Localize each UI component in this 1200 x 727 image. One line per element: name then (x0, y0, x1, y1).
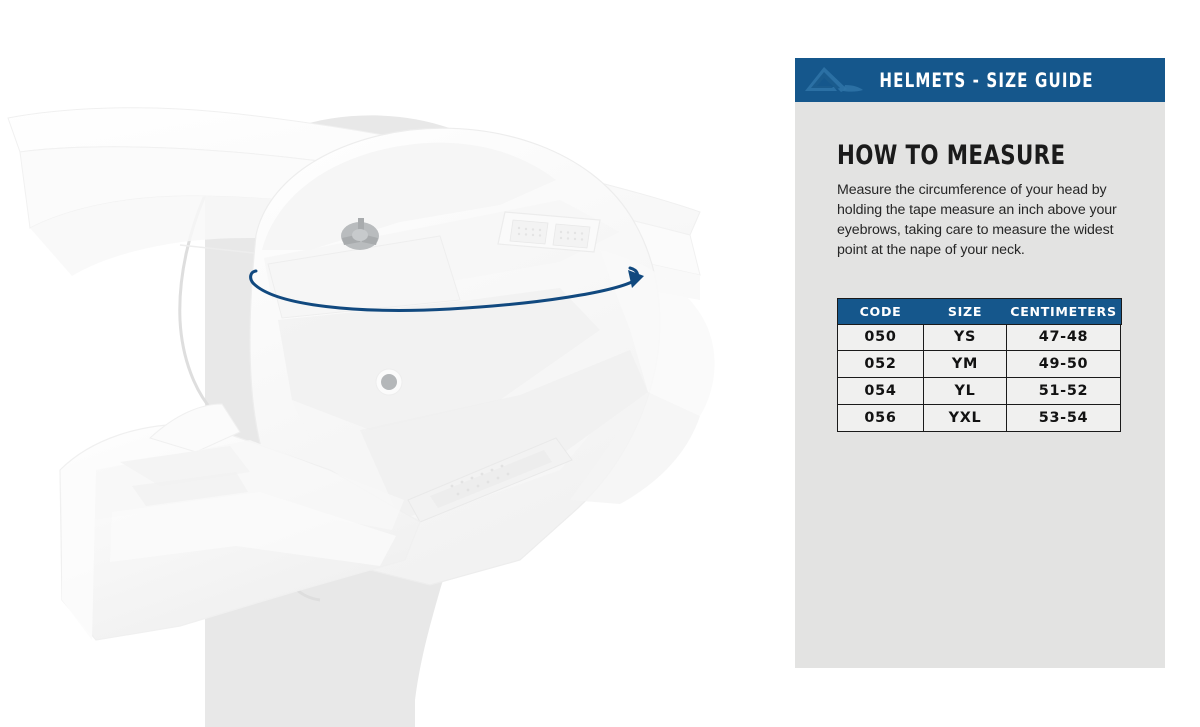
cell-size: YXL (923, 404, 1007, 432)
column-header-centimeters: CENTIMETERS (1006, 298, 1121, 324)
cell-code: 050 (837, 323, 924, 351)
chin-vent-mesh-icon (407, 437, 573, 523)
table-row: 056 YXL 53-54 (837, 404, 1121, 432)
size-table-head: CODE SIZE CENTIMETERS (836, 297, 1122, 325)
three-prong-visor-screw-icon (341, 218, 379, 250)
head-circumference-arrow-icon (249, 266, 644, 312)
how-to-measure-paragraph: Measure the circumference of your head b… (837, 182, 1117, 259)
panel-header: HELMETS - SIZE GUIDE (795, 58, 1165, 102)
cell-centimeters: 53-54 (1006, 404, 1121, 432)
cell-centimeters: 49-50 (1006, 350, 1121, 378)
acerbis-triangle-logo-icon (805, 67, 863, 92)
panel-title: HELMETS - SIZE GUIDE (879, 68, 1095, 92)
cell-code: 054 (837, 377, 924, 405)
size-guide-panel: HELMETS - SIZE GUIDE HOW TO MEASURE Meas… (795, 58, 1165, 668)
size-table-wrapper: CODE SIZE CENTIMETERS 050 YS 47-48 052 Y… (836, 297, 1122, 432)
panel-body: HOW TO MEASURE Measure the circumference… (837, 142, 1133, 261)
cell-size: YM (923, 350, 1007, 378)
helmet-chin-bar (59, 403, 421, 641)
how-to-measure-heading: HOW TO MEASURE (837, 140, 1066, 171)
cell-code: 056 (837, 404, 924, 432)
size-table: CODE SIZE CENTIMETERS 050 YS 47-48 052 Y… (836, 297, 1122, 432)
table-row: 054 YL 51-52 (837, 377, 1121, 405)
column-header-size: SIZE (923, 298, 1007, 324)
size-table-header-row: CODE SIZE CENTIMETERS (836, 297, 1122, 325)
visor-pivot-bolt-icon (375, 368, 403, 396)
helmet-illustration (7, 107, 701, 727)
mesh-vent-icon (497, 211, 601, 253)
table-row: 050 YS 47-48 (837, 323, 1121, 351)
cell-size: YS (923, 323, 1007, 351)
table-row: 052 YM 49-50 (837, 350, 1121, 378)
cell-centimeters: 47-48 (1006, 323, 1121, 351)
cell-size: YL (923, 377, 1007, 405)
column-header-code: CODE (837, 298, 924, 324)
size-table-body: 050 YS 47-48 052 YM 49-50 054 YL 51-52 0… (837, 323, 1121, 432)
cell-code: 052 (837, 350, 924, 378)
cell-centimeters: 51-52 (1006, 377, 1121, 405)
